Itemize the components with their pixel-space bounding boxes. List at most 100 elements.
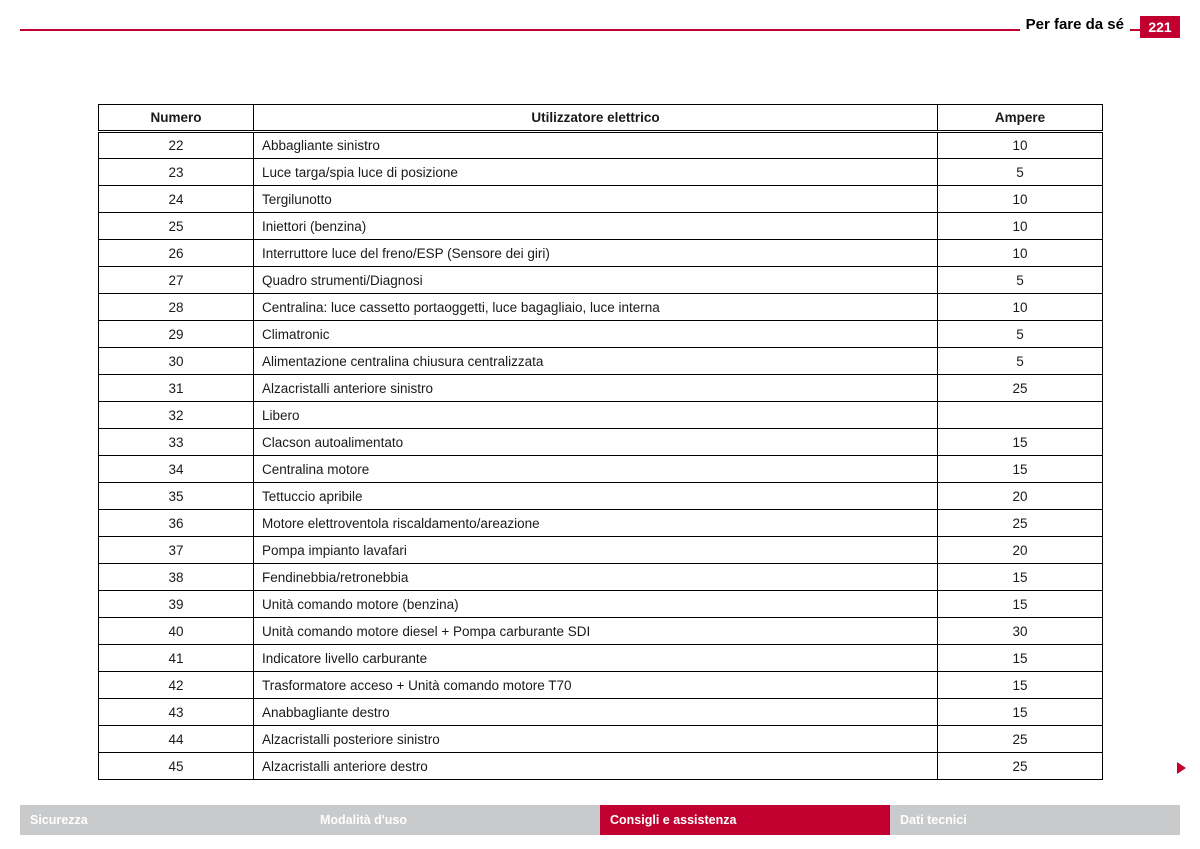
- header-rule: [20, 29, 1141, 31]
- cell-ampere: 10: [938, 213, 1103, 240]
- cell-description: Luce targa/spia luce di posizione: [254, 159, 938, 186]
- continue-arrow-icon: [1177, 762, 1186, 774]
- table-row: 45Alzacristalli anteriore destro25: [99, 753, 1103, 780]
- table-row: 42Trasformatore acceso + Unità comando m…: [99, 672, 1103, 699]
- cell-ampere: 15: [938, 591, 1103, 618]
- cell-description: Fendinebbia/retronebbia: [254, 564, 938, 591]
- cell-ampere: 15: [938, 699, 1103, 726]
- cell-description: Libero: [254, 402, 938, 429]
- cell-ampere: 15: [938, 429, 1103, 456]
- cell-number: 26: [99, 240, 254, 267]
- cell-description: Iniettori (benzina): [254, 213, 938, 240]
- cell-description: Interruttore luce del freno/ESP (Sensore…: [254, 240, 938, 267]
- cell-number: 27: [99, 267, 254, 294]
- table-row: 44Alzacristalli posteriore sinistro25: [99, 726, 1103, 753]
- table-header-row: Numero Utilizzatore elettrico Ampere: [99, 105, 1103, 132]
- table-row: 36Motore elettroventola riscaldamento/ar…: [99, 510, 1103, 537]
- table-row: 23Luce targa/spia luce di posizione5: [99, 159, 1103, 186]
- table-row: 35Tettuccio apribile20: [99, 483, 1103, 510]
- cell-number: 25: [99, 213, 254, 240]
- table-row: 39Unità comando motore (benzina)15: [99, 591, 1103, 618]
- page-number: 221: [1140, 16, 1180, 38]
- cell-number: 34: [99, 456, 254, 483]
- fuse-table: Numero Utilizzatore elettrico Ampere 22A…: [98, 104, 1102, 780]
- cell-number: 31: [99, 375, 254, 402]
- cell-ampere: 25: [938, 510, 1103, 537]
- cell-description: Tettuccio apribile: [254, 483, 938, 510]
- cell-number: 30: [99, 348, 254, 375]
- cell-ampere: 5: [938, 321, 1103, 348]
- table-row: 34Centralina motore15: [99, 456, 1103, 483]
- cell-number: 38: [99, 564, 254, 591]
- cell-description: Alimentazione centralina chiusura centra…: [254, 348, 938, 375]
- cell-ampere: 15: [938, 456, 1103, 483]
- cell-description: Motore elettroventola riscaldamento/area…: [254, 510, 938, 537]
- cell-ampere: 15: [938, 564, 1103, 591]
- cell-description: Quadro strumenti/Diagnosi: [254, 267, 938, 294]
- cell-ampere: 25: [938, 375, 1103, 402]
- tab-dati-tecnici[interactable]: Dati tecnici: [890, 805, 1180, 835]
- cell-ampere: 10: [938, 186, 1103, 213]
- table-row: 31Alzacristalli anteriore sinistro25: [99, 375, 1103, 402]
- cell-number: 35: [99, 483, 254, 510]
- cell-ampere: 5: [938, 267, 1103, 294]
- cell-description: Abbagliante sinistro: [254, 132, 938, 159]
- table-row: 29Climatronic5: [99, 321, 1103, 348]
- cell-ampere: [938, 402, 1103, 429]
- bottom-tabs: SicurezzaModalità d'usoConsigli e assist…: [20, 805, 1180, 835]
- cell-description: Anabbagliante destro: [254, 699, 938, 726]
- cell-number: 40: [99, 618, 254, 645]
- cell-number: 37: [99, 537, 254, 564]
- fuse-table-element: Numero Utilizzatore elettrico Ampere 22A…: [98, 104, 1103, 780]
- cell-ampere: 15: [938, 672, 1103, 699]
- cell-ampere: 30: [938, 618, 1103, 645]
- table-row: 32Libero: [99, 402, 1103, 429]
- tab-consigli-e-assistenza[interactable]: Consigli e assistenza: [600, 805, 890, 835]
- table-row: 43Anabbagliante destro15: [99, 699, 1103, 726]
- cell-number: 23: [99, 159, 254, 186]
- cell-number: 36: [99, 510, 254, 537]
- cell-description: Clacson autoalimentato: [254, 429, 938, 456]
- cell-description: Trasformatore acceso + Unità comando mot…: [254, 672, 938, 699]
- cell-description: Climatronic: [254, 321, 938, 348]
- cell-description: Unità comando motore (benzina): [254, 591, 938, 618]
- cell-description: Alzacristalli posteriore sinistro: [254, 726, 938, 753]
- cell-number: 41: [99, 645, 254, 672]
- cell-number: 45: [99, 753, 254, 780]
- cell-number: 33: [99, 429, 254, 456]
- cell-description: Alzacristalli anteriore sinistro: [254, 375, 938, 402]
- section-title: Per fare da sé: [1020, 16, 1130, 33]
- cell-number: 42: [99, 672, 254, 699]
- table-row: 27Quadro strumenti/Diagnosi5: [99, 267, 1103, 294]
- cell-number: 29: [99, 321, 254, 348]
- tab-modalit-d-uso[interactable]: Modalità d'uso: [310, 805, 600, 835]
- cell-number: 43: [99, 699, 254, 726]
- cell-number: 44: [99, 726, 254, 753]
- cell-number: 24: [99, 186, 254, 213]
- cell-ampere: 15: [938, 645, 1103, 672]
- table-row: 22Abbagliante sinistro10: [99, 132, 1103, 159]
- table-row: 33Clacson autoalimentato15: [99, 429, 1103, 456]
- table-row: 37Pompa impianto lavafari20: [99, 537, 1103, 564]
- cell-ampere: 10: [938, 294, 1103, 321]
- table-row: 26Interruttore luce del freno/ESP (Senso…: [99, 240, 1103, 267]
- table-row: 28Centralina: luce cassetto portaoggetti…: [99, 294, 1103, 321]
- cell-description: Centralina: luce cassetto portaoggetti, …: [254, 294, 938, 321]
- cell-ampere: 25: [938, 726, 1103, 753]
- col-header-number: Numero: [99, 105, 254, 132]
- tab-sicurezza[interactable]: Sicurezza: [20, 805, 310, 835]
- cell-ampere: 5: [938, 348, 1103, 375]
- cell-description: Unità comando motore diesel + Pompa carb…: [254, 618, 938, 645]
- cell-ampere: 10: [938, 132, 1103, 159]
- table-row: 41Indicatore livello carburante15: [99, 645, 1103, 672]
- cell-description: Indicatore livello carburante: [254, 645, 938, 672]
- cell-description: Centralina motore: [254, 456, 938, 483]
- table-row: 38Fendinebbia/retronebbia15: [99, 564, 1103, 591]
- table-row: 30Alimentazione centralina chiusura cent…: [99, 348, 1103, 375]
- cell-number: 32: [99, 402, 254, 429]
- cell-description: Pompa impianto lavafari: [254, 537, 938, 564]
- cell-ampere: 20: [938, 483, 1103, 510]
- page-header: Per fare da sé 221: [0, 22, 1200, 38]
- cell-description: Tergilunotto: [254, 186, 938, 213]
- cell-ampere: 25: [938, 753, 1103, 780]
